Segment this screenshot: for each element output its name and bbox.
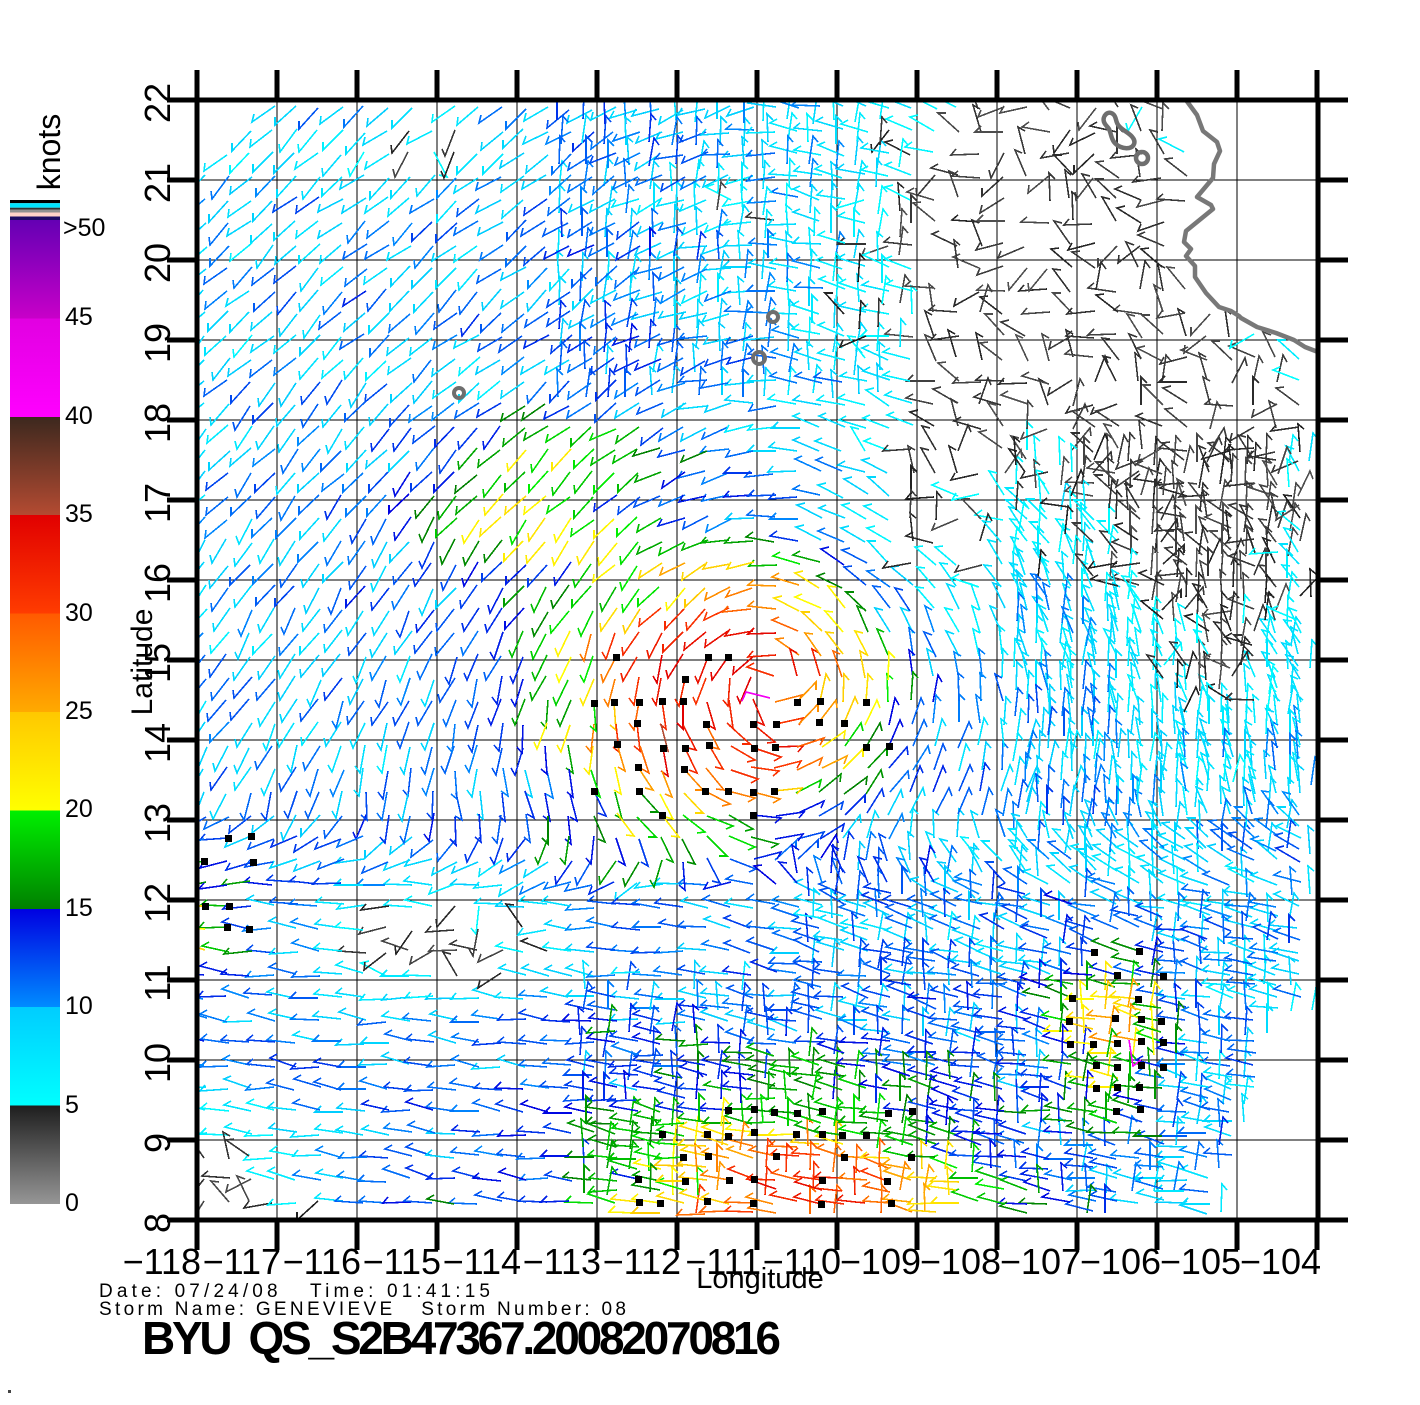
svg-text:30: 30 [65, 599, 93, 627]
svg-text:14: 14 [137, 723, 178, 763]
svg-text:20: 20 [65, 795, 93, 823]
svg-text:25: 25 [65, 697, 93, 725]
svg-text:−111: −111 [685, 1241, 761, 1282]
svg-text:9: 9 [137, 1133, 178, 1153]
svg-text:15: 15 [65, 894, 93, 922]
svg-text:−113: −113 [523, 1241, 601, 1282]
svg-text:−109: −109 [840, 1241, 921, 1282]
svg-text:−108: −108 [920, 1241, 1001, 1282]
svg-text:20: 20 [137, 243, 178, 283]
svg-text:BYU QS_S2B47367.20082070816: BYU QS_S2B47367.20082070816 [142, 1312, 781, 1364]
svg-text:−114: −114 [443, 1241, 521, 1282]
svg-text:>50: >50 [63, 214, 105, 242]
svg-text:19: 19 [137, 323, 178, 363]
svg-text:18: 18 [137, 403, 178, 443]
svg-text:−118: −118 [123, 1241, 201, 1282]
svg-text:13: 13 [137, 803, 178, 843]
svg-text:17: 17 [137, 483, 178, 523]
svg-text:45: 45 [65, 303, 93, 331]
svg-text:−112: −112 [603, 1241, 681, 1282]
svg-text:35: 35 [65, 500, 93, 528]
svg-text:8: 8 [137, 1213, 178, 1233]
svg-text:21: 21 [137, 163, 178, 203]
svg-text:−107: −107 [1000, 1241, 1081, 1282]
svg-text:22: 22 [137, 83, 178, 123]
svg-text:12: 12 [137, 883, 178, 923]
svg-text:−104: −104 [1240, 1241, 1321, 1282]
svg-text:10: 10 [137, 1043, 178, 1083]
svg-text:5: 5 [65, 1091, 79, 1119]
svg-text:−110: −110 [763, 1241, 841, 1282]
svg-text:−116: −116 [283, 1241, 361, 1282]
svg-text:Latitude: Latitude [126, 609, 159, 716]
svg-text:40: 40 [65, 402, 93, 430]
svg-text:10: 10 [65, 992, 93, 1020]
svg-text:−115: −115 [363, 1241, 441, 1282]
svg-text:15: 15 [137, 643, 178, 683]
svg-text:−105: −105 [1160, 1241, 1241, 1282]
svg-text:11: 11 [137, 964, 178, 1001]
svg-text:Longitude: Longitude [696, 1263, 823, 1295]
svg-text:Date: 07/24/08 Time: 01:41:1: Date: 07/24/08 Time: 01:41:15 [99, 1281, 490, 1302]
svg-text:0: 0 [65, 1189, 79, 1217]
svg-text:−106: −106 [1080, 1241, 1161, 1282]
svg-text:knots: knots [31, 114, 67, 190]
svg-text:16: 16 [137, 563, 178, 603]
svg-text:−117: −117 [203, 1241, 281, 1282]
